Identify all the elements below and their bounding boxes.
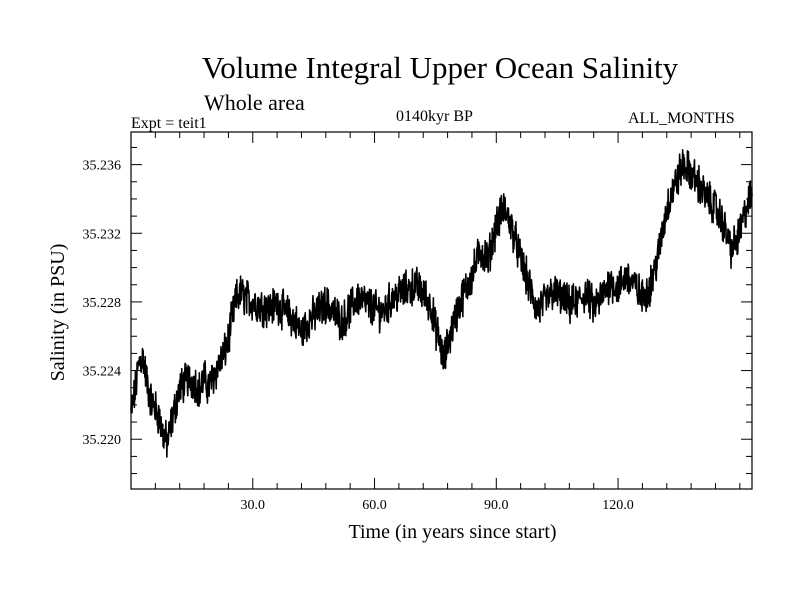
y-tick-label: 35.220: [83, 433, 122, 448]
y-tick-label: 35.228: [83, 296, 122, 311]
experiment-label: Expt = teit1: [131, 115, 207, 132]
salinity-series-line: [130, 149, 753, 458]
period-label: 0140kyr BP: [396, 108, 473, 125]
labels-layer: 30.0 60.0 90.0 120.0 35.220 35.224 35.228 35.23…: [47, 159, 634, 543]
plot-frame: [130, 131, 753, 490]
x-tick-label: 60.0: [362, 498, 387, 513]
ticks-layer: [131, 132, 752, 489]
months-label: ALL_MONTHS: [628, 110, 735, 127]
x-tick-label: 90.0: [484, 498, 509, 513]
series-layer: [130, 149, 753, 458]
x-axis-label: Time (in years since start): [348, 521, 556, 543]
y-tick-label: 35.236: [83, 159, 122, 174]
y-axis-label: Salinity (in PSU): [47, 244, 69, 382]
chart-title: Volume Integral Upper Ocean Salinity: [201, 50, 679, 85]
y-tick-label: 35.224: [83, 365, 122, 380]
y-tick-label: 35.232: [83, 227, 122, 242]
chart-subtitle-area: Whole area: [204, 90, 305, 115]
x-tick-label: 30.0: [241, 498, 266, 513]
x-tick-label: 120.0: [602, 498, 634, 513]
